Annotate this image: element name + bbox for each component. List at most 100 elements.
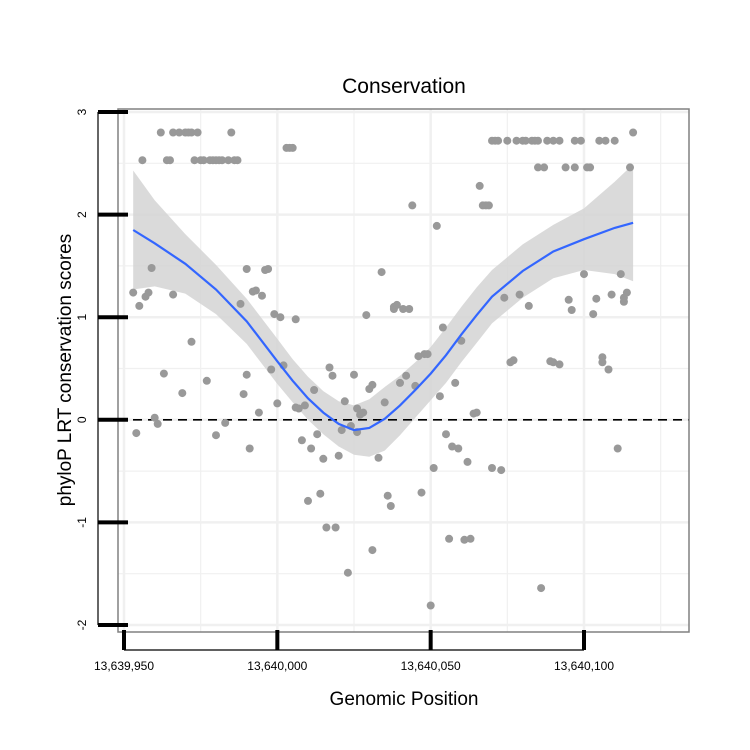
data-point bbox=[159, 369, 168, 378]
data-point bbox=[276, 313, 285, 322]
data-point bbox=[178, 389, 187, 398]
data-point bbox=[497, 466, 506, 475]
data-point bbox=[616, 270, 625, 279]
data-point bbox=[399, 305, 408, 313]
data-point bbox=[561, 163, 570, 172]
y-tick-label: -1 bbox=[75, 517, 89, 528]
data-point bbox=[534, 136, 542, 145]
data-point bbox=[423, 350, 432, 359]
data-point bbox=[494, 136, 503, 145]
data-point bbox=[147, 264, 156, 272]
data-point bbox=[383, 491, 392, 500]
data-point bbox=[273, 399, 282, 408]
y-tick-label: -2 bbox=[75, 619, 89, 630]
data-point bbox=[251, 286, 260, 295]
data-point bbox=[555, 136, 564, 145]
data-point bbox=[334, 451, 343, 460]
data-point bbox=[570, 136, 579, 145]
data-point bbox=[150, 413, 159, 422]
data-point bbox=[319, 454, 328, 463]
data-point bbox=[607, 290, 616, 299]
data-point bbox=[402, 371, 411, 380]
data-point bbox=[622, 288, 631, 297]
data-point bbox=[445, 534, 454, 543]
data-point bbox=[570, 163, 579, 172]
data-point bbox=[270, 310, 279, 319]
data-point bbox=[135, 301, 144, 310]
data-point bbox=[156, 128, 165, 137]
y-tick-label: 3 bbox=[75, 108, 89, 115]
confidence-band-layer bbox=[133, 164, 634, 457]
data-point bbox=[451, 378, 460, 387]
data-point bbox=[592, 294, 601, 303]
data-point bbox=[613, 444, 622, 453]
data-point bbox=[610, 136, 619, 145]
data-point bbox=[353, 404, 362, 413]
data-point bbox=[454, 444, 463, 453]
plot-frame bbox=[117, 108, 690, 633]
data-point bbox=[340, 397, 349, 406]
data-point bbox=[267, 365, 276, 374]
data-point bbox=[484, 201, 493, 210]
data-point bbox=[307, 444, 316, 453]
data-point bbox=[515, 290, 524, 299]
data-point bbox=[316, 489, 325, 498]
data-point bbox=[175, 128, 184, 137]
data-point bbox=[187, 337, 196, 346]
data-point bbox=[294, 404, 303, 413]
data-point bbox=[460, 535, 469, 544]
data-point bbox=[331, 523, 340, 532]
data-point bbox=[190, 156, 199, 165]
data-point bbox=[580, 270, 588, 279]
data-point bbox=[524, 301, 533, 310]
data-point bbox=[396, 378, 404, 387]
smooth-fit-layer bbox=[132, 221, 634, 432]
data-point bbox=[254, 408, 263, 417]
data-point bbox=[233, 156, 242, 165]
data-point bbox=[626, 163, 634, 172]
data-point bbox=[224, 156, 233, 165]
confidence-band bbox=[133, 164, 634, 457]
data-point bbox=[258, 291, 266, 300]
data-point bbox=[304, 496, 312, 505]
data-point bbox=[392, 300, 401, 309]
data-point bbox=[414, 352, 423, 361]
data-point bbox=[368, 546, 377, 555]
x-tick-label: 13,640,000 bbox=[247, 659, 307, 673]
data-point bbox=[576, 136, 585, 145]
y-tick-label: 2 bbox=[75, 211, 89, 218]
data-point bbox=[448, 442, 457, 451]
data-point bbox=[417, 488, 426, 497]
data-point bbox=[297, 436, 306, 445]
data-point bbox=[586, 163, 595, 172]
data-point bbox=[549, 136, 558, 145]
x-axis-title: Genomic Position bbox=[330, 689, 479, 710]
data-point bbox=[512, 136, 521, 145]
data-point bbox=[463, 457, 472, 466]
data-point bbox=[564, 295, 573, 304]
data-point bbox=[543, 136, 552, 145]
data-point bbox=[567, 306, 576, 314]
y-axis-title: phyloP LRT conservation scores bbox=[55, 234, 76, 507]
data-point bbox=[169, 128, 178, 137]
data-point bbox=[138, 156, 147, 165]
data-point bbox=[601, 136, 610, 145]
data-point bbox=[438, 323, 447, 332]
data-point bbox=[202, 376, 211, 385]
data-point bbox=[466, 534, 475, 543]
data-point bbox=[239, 390, 248, 399]
data-point bbox=[221, 418, 230, 427]
data-point bbox=[242, 265, 251, 273]
data-point bbox=[322, 523, 331, 532]
data-point bbox=[534, 163, 542, 172]
data-point bbox=[380, 398, 389, 407]
data-point bbox=[328, 371, 337, 380]
data-point bbox=[537, 584, 546, 593]
data-point bbox=[386, 502, 395, 510]
data-point bbox=[300, 401, 309, 410]
data-point bbox=[310, 386, 319, 394]
data-point bbox=[236, 299, 245, 308]
data-point bbox=[475, 181, 484, 190]
data-point bbox=[193, 128, 202, 137]
